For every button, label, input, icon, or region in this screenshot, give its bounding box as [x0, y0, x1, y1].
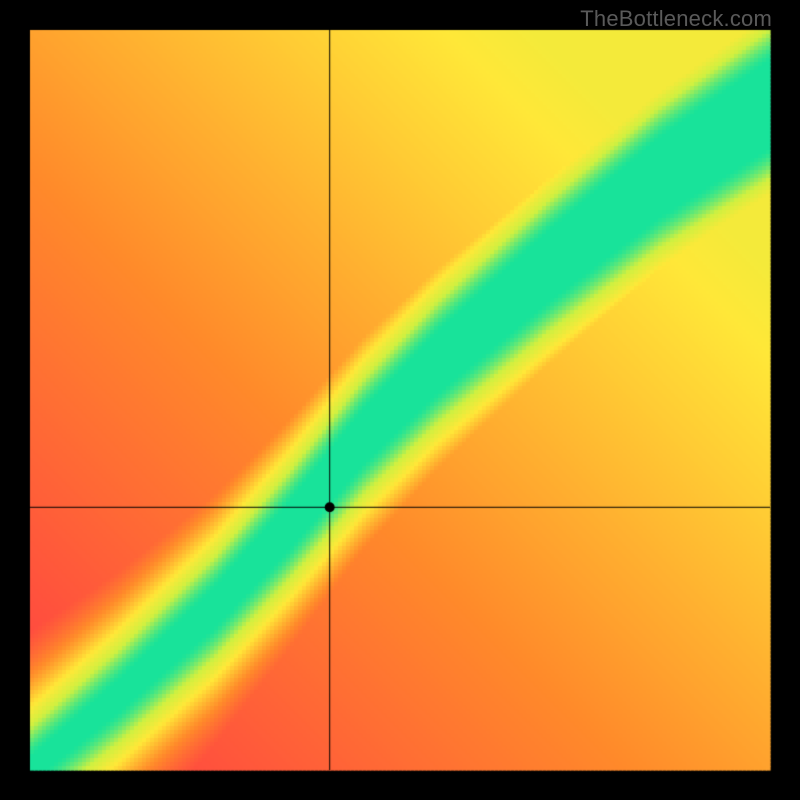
watermark-label: TheBottleneck.com: [580, 6, 772, 32]
heatmap-canvas: [0, 0, 800, 800]
chart-container: TheBottleneck.com: [0, 0, 800, 800]
